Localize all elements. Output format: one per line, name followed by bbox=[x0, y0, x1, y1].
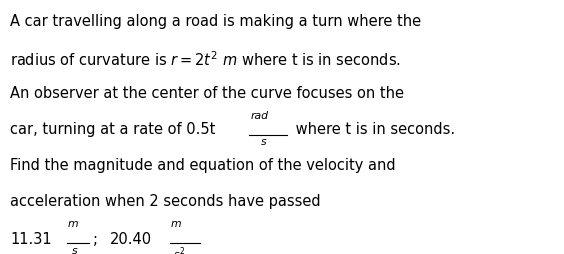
Text: An observer at the center of the curve focuses on the: An observer at the center of the curve f… bbox=[10, 86, 404, 101]
Text: ;: ; bbox=[93, 232, 98, 247]
Text: m: m bbox=[171, 219, 182, 229]
Text: $s^2$: $s^2$ bbox=[173, 246, 186, 254]
Text: 11.31: 11.31 bbox=[10, 232, 52, 247]
Text: where t is in seconds.: where t is in seconds. bbox=[291, 122, 455, 137]
Text: acceleration when 2 seconds have passed: acceleration when 2 seconds have passed bbox=[10, 195, 321, 210]
Text: Find the magnitude and equation of the velocity and: Find the magnitude and equation of the v… bbox=[10, 158, 396, 173]
Text: 20.40: 20.40 bbox=[110, 232, 152, 247]
Text: m: m bbox=[68, 219, 78, 229]
Text: radius of curvature is $r = 2t^2\ m$ where t is in seconds.: radius of curvature is $r = 2t^2\ m$ whe… bbox=[10, 51, 401, 70]
Text: A car travelling along a road is making a turn where the: A car travelling along a road is making … bbox=[10, 14, 421, 29]
Text: rad: rad bbox=[250, 111, 268, 121]
Text: s: s bbox=[261, 137, 266, 147]
Text: s: s bbox=[72, 246, 78, 254]
Text: car, turning at a rate of 0.5t: car, turning at a rate of 0.5t bbox=[10, 122, 215, 137]
